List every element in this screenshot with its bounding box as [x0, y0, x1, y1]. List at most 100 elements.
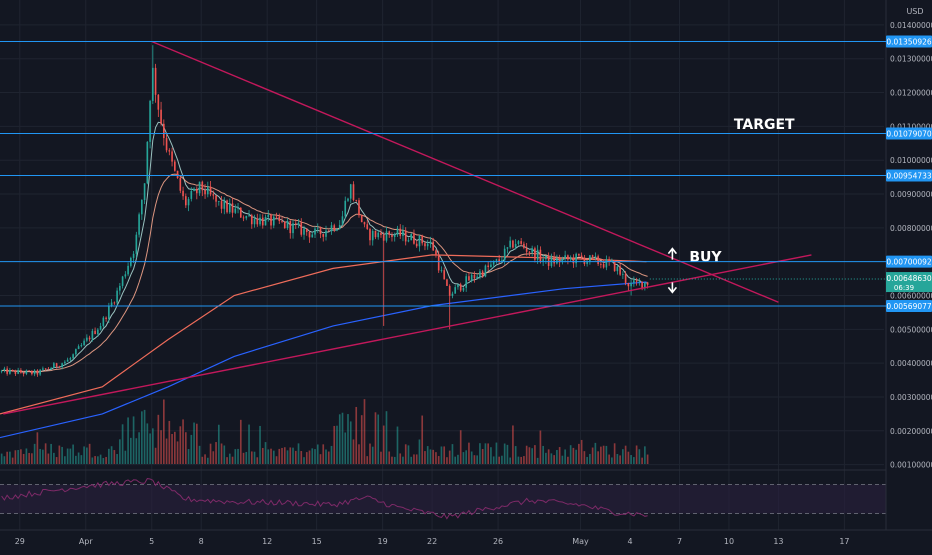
- volume-bar: [157, 414, 160, 464]
- price-tick-label: 0.00300000: [890, 393, 932, 402]
- volume-bar: [270, 448, 272, 464]
- candle-body: [132, 253, 135, 258]
- candle-body: [567, 255, 569, 260]
- volume-bar: [327, 451, 330, 464]
- time-axis[interactable]: 29 Apr 5 8 12 15 19 22 26 May 4 7 10 13 17: [0, 529, 932, 546]
- trendlines[interactable]: [3, 40, 812, 415]
- candle-body: [448, 285, 451, 296]
- volume-bar: [550, 453, 553, 464]
- candle-body: [459, 284, 462, 291]
- candle-body: [446, 279, 448, 286]
- annotation-buy[interactable]: BUY: [689, 250, 722, 266]
- volume-bar: [594, 442, 597, 464]
- volume-bar: [11, 457, 14, 464]
- volume-bar: [608, 454, 610, 464]
- price-tick-label: 0.01300000: [890, 55, 932, 64]
- time-tick-label: 10: [724, 537, 734, 546]
- candle-body: [341, 216, 344, 225]
- trendline-descending[interactable]: [151, 40, 779, 303]
- candle-body: [597, 256, 599, 264]
- candle-body: [644, 282, 646, 289]
- candle-body: [437, 255, 440, 271]
- candle-body: [558, 258, 561, 263]
- volume-bar: [237, 448, 239, 464]
- candle-body: [83, 340, 85, 346]
- volume-bar: [105, 456, 107, 464]
- volume-bar: [355, 406, 358, 464]
- candle-body: [635, 280, 638, 282]
- volume-bar: [47, 453, 50, 464]
- horizontal-levels[interactable]: 0.01350926 0.01079070 0.00954733 0.00700092…: [0, 35, 932, 312]
- volume-bar: [578, 443, 580, 464]
- candle-body: [525, 247, 528, 252]
- candle-body: [91, 330, 94, 340]
- trendline-ascending[interactable]: [3, 254, 812, 415]
- volume-bar: [352, 439, 355, 464]
- volume-bar: [308, 450, 311, 464]
- countdown-label: 06:39: [894, 284, 914, 292]
- candle-body: [97, 329, 99, 335]
- volume-bar: [459, 430, 462, 464]
- time-tick-label: 4: [627, 537, 632, 546]
- volume-bar: [135, 438, 138, 464]
- volume-bar: [234, 449, 237, 464]
- candle-body: [264, 216, 267, 226]
- candle-body: [402, 230, 404, 236]
- volume-bar: [39, 448, 41, 464]
- volume-bar: [539, 430, 542, 464]
- candle-body: [624, 273, 627, 283]
- indicator-panel: 80.0040.00: [0, 469, 920, 520]
- candle-body: [292, 223, 294, 234]
- candle-body: [14, 370, 17, 374]
- volume-bar: [589, 453, 591, 464]
- level-label-bg: [886, 299, 932, 312]
- candle-body: [94, 330, 96, 335]
- volume-bar: [641, 457, 643, 464]
- candle-body: [44, 368, 47, 370]
- candle-body: [355, 199, 358, 201]
- volume-bar: [630, 455, 632, 464]
- candle-body: [589, 255, 591, 262]
- level-label: 0.00569077: [886, 302, 932, 311]
- candle-body: [88, 337, 91, 340]
- volume-bar: [242, 452, 245, 464]
- volume-bar: [58, 445, 61, 464]
- candle-body: [330, 225, 333, 232]
- volume-bar: [132, 416, 135, 464]
- volume-bar: [542, 445, 544, 464]
- price-tick-label: 0.01200000: [890, 89, 932, 98]
- volume-bar: [228, 453, 231, 464]
- volume-bar: [261, 447, 264, 464]
- candle-body: [311, 234, 314, 238]
- time-tick-label: 19: [378, 537, 388, 546]
- candle-body: [69, 358, 72, 360]
- candle-body: [234, 208, 237, 213]
- volume-bar: [94, 456, 96, 464]
- candle-body: [108, 306, 110, 320]
- candle-body: [616, 266, 619, 272]
- volume-bar: [36, 432, 39, 464]
- candle-body: [583, 257, 586, 264]
- candle-body: [9, 369, 11, 374]
- time-tick-label: 5: [149, 537, 154, 546]
- volume-bar: [583, 451, 586, 464]
- candle-body: [138, 214, 140, 235]
- candle-body: [380, 232, 382, 235]
- candle-body: [80, 345, 83, 347]
- candle-body: [531, 248, 533, 253]
- candle-body: [209, 186, 212, 195]
- time-tick-label: 8: [199, 537, 204, 546]
- volume-bar: [97, 456, 99, 464]
- level-label-bg: [886, 255, 932, 268]
- volume-bar: [633, 457, 635, 464]
- candle-body: [369, 228, 371, 241]
- candle-body: [259, 217, 261, 225]
- volume-bar: [61, 446, 63, 464]
- candle-body: [451, 293, 454, 296]
- candle-body: [39, 369, 41, 375]
- annotation-target[interactable]: TARGET: [734, 117, 795, 133]
- volume-bar: [567, 456, 569, 464]
- volume-bar: [223, 445, 226, 464]
